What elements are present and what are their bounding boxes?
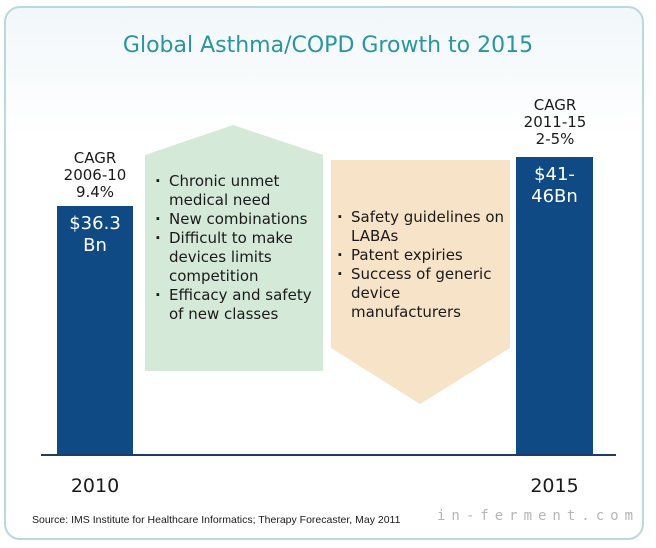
barrier-item: Safety guidelines on LABAs	[335, 208, 511, 246]
driver-item: Chronic unmet medical need	[153, 172, 323, 210]
source-note: Source: IMS Institute for Healthcare Inf…	[32, 514, 401, 526]
barrier-item: Patent expiries	[335, 246, 511, 265]
driver-item: New combinations	[153, 210, 323, 229]
growth-drivers-list: Chronic unmet medical need New combinati…	[153, 172, 323, 324]
x-axis-baseline	[41, 454, 616, 456]
bar-2015-value-label: $41- 46Bn	[531, 164, 578, 207]
barrier-item: Success of generic device manufacturers	[335, 265, 511, 322]
cagr-2015-label: CAGR 2011-15 2-5%	[523, 96, 587, 148]
driver-item: Efficacy and safety of new classes	[153, 286, 323, 324]
x-tick-label-2010: 2010	[70, 475, 120, 497]
x-tick-label-2015: 2015	[530, 475, 579, 497]
cagr-2010-label: CAGR 2006-10 9.4%	[63, 149, 127, 201]
watermark: in-ferment.com	[437, 508, 640, 524]
growth-barriers-list: Safety guidelines on LABAs Patent expiri…	[335, 208, 511, 322]
bar-2010: $36.3 Bn	[57, 206, 133, 454]
driver-item: Difficult to make devices limits competi…	[153, 229, 323, 286]
bar-2015: $41- 46Bn	[516, 157, 593, 454]
chart-title: Global Asthma/COPD Growth to 2015	[122, 33, 534, 58]
bar-2010-value-label: $36.3 Bn	[69, 213, 121, 256]
